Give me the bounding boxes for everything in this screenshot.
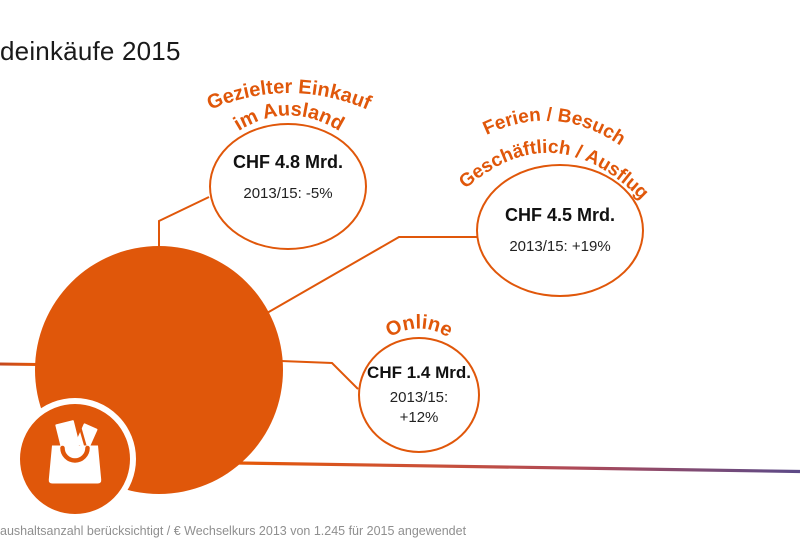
footnote: aushaltsanzahl berücksichtigt / € Wechse…	[0, 524, 467, 538]
bubble-abroad-change: 2013/15: -5%	[243, 185, 333, 202]
trend-gradient-line	[237, 461, 800, 474]
bubble-travel-change: 2013/15: +19%	[509, 238, 611, 255]
connector-line-online	[280, 360, 359, 390]
connector-line-travel	[266, 236, 481, 314]
left-edge-line	[0, 362, 39, 366]
page-title: deinkäufe 2015	[0, 36, 181, 66]
connector-line-abroad	[158, 196, 210, 247]
bubble-online-value: CHF 1.4 Mrd.	[367, 363, 471, 382]
main-bubble-title-line1: Auslandeinkäufe	[78, 529, 240, 545]
bubble-abroad-value: CHF 4.8 Mrd.	[232, 152, 343, 172]
bubble-online-change-line2: +12%	[399, 409, 439, 426]
shopping-bag-badge	[14, 398, 136, 520]
bubble-travel-value: CHF 4.5 Mrd.	[504, 205, 615, 225]
bubble-online-change-line1: 2013/15:	[389, 389, 449, 406]
bubble-gezielter-einkauf: CHF 4.8 Mrd. 2013/15: -5%	[209, 123, 367, 250]
bubble-ferien-besuch: CHF 4.5 Mrd. 2013/15: +19%	[476, 164, 644, 297]
shopping-bag-icon	[48, 419, 102, 484]
bubble-online: CHF 1.4 Mrd. 2013/15: +12%	[358, 337, 480, 453]
